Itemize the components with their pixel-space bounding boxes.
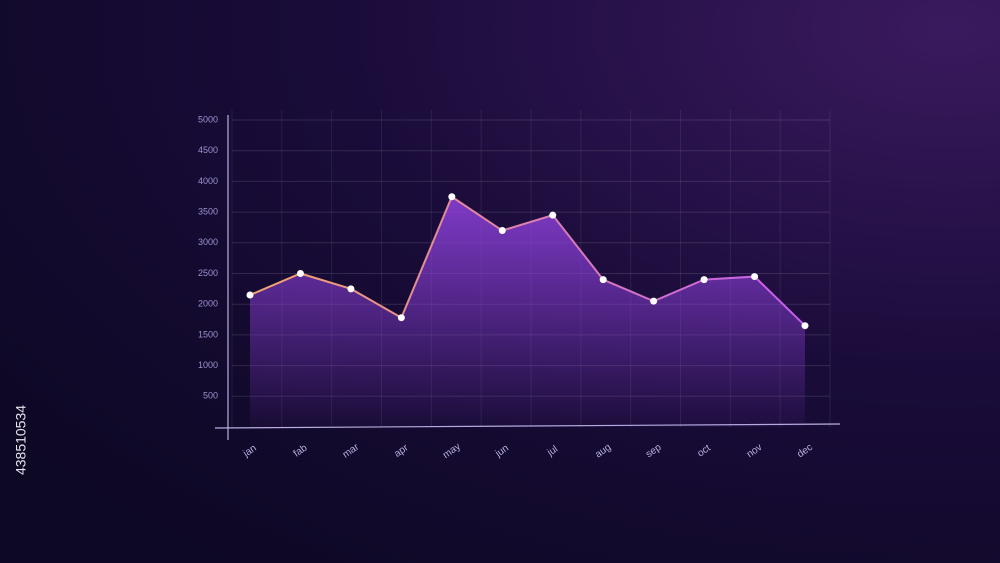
y-tick-label: 5000 [198,114,218,124]
x-tick-label: jul [545,444,560,459]
y-tick-label: 500 [203,391,218,401]
y-tick-label: 4500 [198,145,218,155]
point [650,297,658,305]
point [751,273,759,281]
point [397,314,405,322]
y-tick-label: 2500 [198,268,218,278]
y-tick-label: 4000 [198,176,218,186]
point [549,211,557,219]
point [448,193,456,201]
point [246,291,254,299]
y-tick-label: 3500 [198,206,218,216]
watermark-id: 438510534 [13,405,29,475]
line [249,195,806,327]
point [801,322,809,330]
point [700,276,708,284]
y-tick-label: 1000 [198,360,218,370]
point [296,270,304,277]
point [347,285,355,293]
y-tick-label: 3000 [198,237,218,247]
y-tick-label: 1500 [198,329,218,339]
y-tick-label: 2000 [198,299,218,309]
area [250,196,805,427]
point [498,227,506,235]
point [599,276,607,284]
